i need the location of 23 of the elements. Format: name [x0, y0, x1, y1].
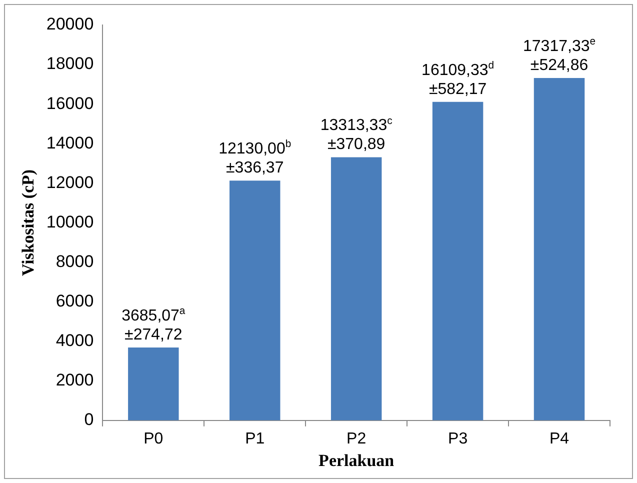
bar [230, 180, 280, 420]
x-tick-label: P2 [346, 430, 366, 448]
bar [330, 157, 382, 420]
y-tick-label: 10000 [46, 212, 94, 232]
x-tick-label: P4 [549, 430, 570, 448]
bar [432, 102, 484, 420]
x-tick-label: P1 [245, 430, 265, 448]
bar [128, 348, 179, 420]
y-tick-label: 6000 [56, 291, 94, 310]
y-tick-label: 12000 [46, 172, 94, 192]
y-tick-label: 8000 [56, 252, 94, 271]
y-tick-label: 20000 [46, 14, 94, 34]
x-tick-label: P3 [448, 430, 468, 448]
y-tick-label: 14000 [46, 133, 94, 152]
y-tick-label: 0 [84, 410, 94, 430]
y-tick-label: 2000 [56, 370, 94, 390]
y-tick-label: 4000 [56, 331, 94, 350]
x-axis-title: Perlakuan [318, 451, 395, 470]
y-tick-label: 16000 [46, 94, 94, 113]
x-tick-label: P0 [144, 430, 164, 448]
y-tick-label: 18000 [46, 54, 94, 74]
bar [534, 78, 585, 420]
y-axis-title: Viskositas (cP) [18, 169, 38, 276]
